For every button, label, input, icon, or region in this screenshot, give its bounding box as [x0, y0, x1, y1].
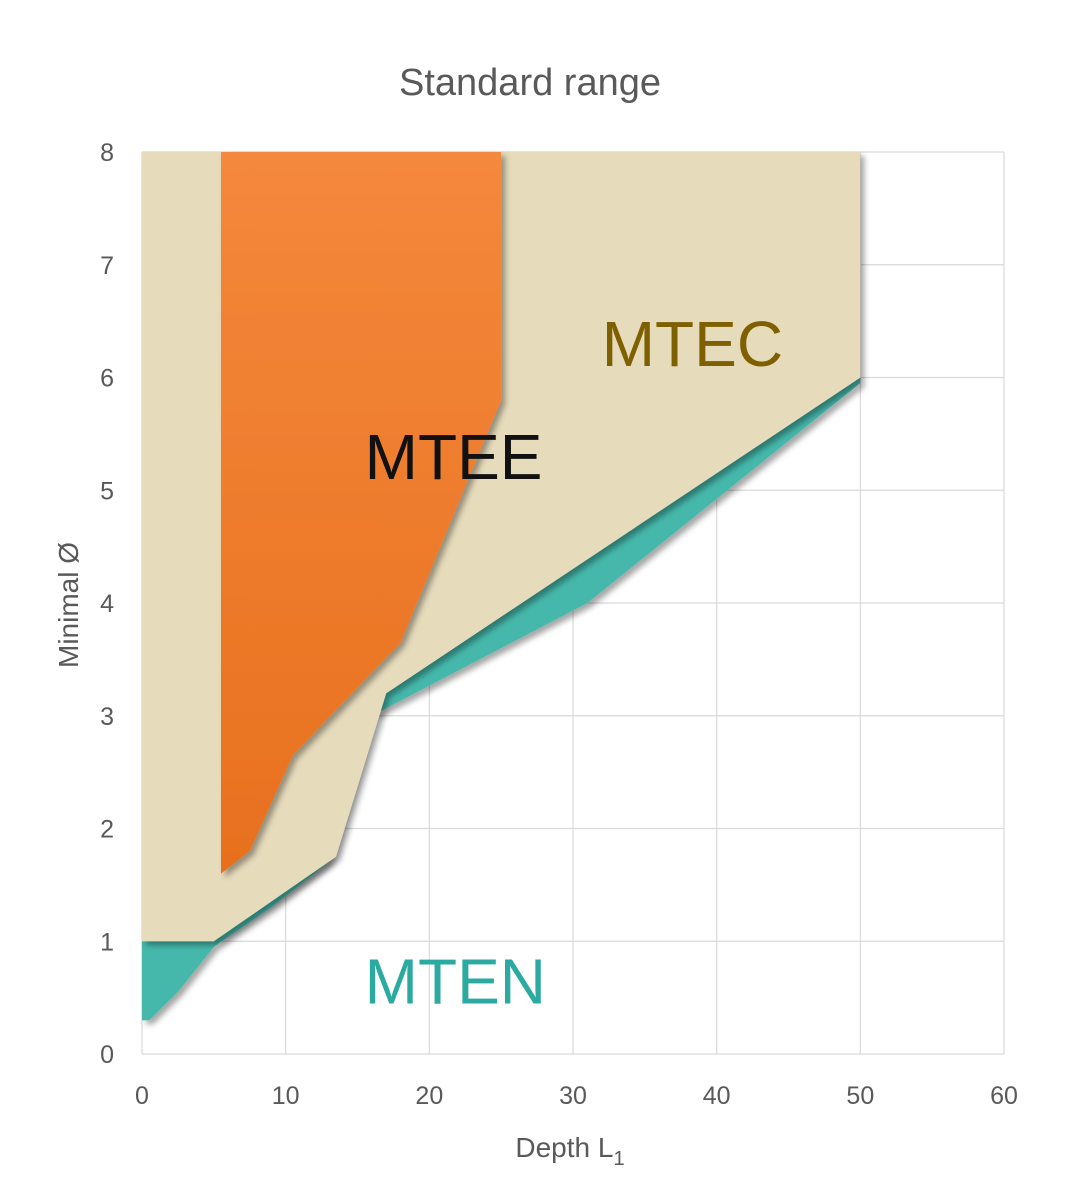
x-tick-label: 30	[559, 1082, 587, 1110]
y-tick-label: 0	[100, 1041, 114, 1069]
x-axis-label: Depth L1	[515, 1132, 624, 1170]
y-tick-label: 6	[100, 365, 114, 393]
x-tick-label: 20	[415, 1082, 443, 1110]
y-axis-label: Minimal Ø	[53, 542, 84, 668]
region-mtee	[221, 152, 502, 874]
y-tick-label: 4	[100, 590, 114, 618]
x-tick-label: 40	[703, 1082, 731, 1110]
y-tick-label: 1	[100, 928, 114, 956]
y-tick-label: 2	[100, 816, 114, 844]
y-tick-label: 5	[100, 477, 114, 505]
region-label-mten: MTEN	[365, 945, 546, 1017]
x-tick-label: 50	[846, 1082, 874, 1110]
x-axis-label-subscript: 1	[613, 1148, 624, 1170]
region-label-mtec: MTEC	[602, 308, 783, 380]
region-labels: MTEN MTEC MTEE	[365, 308, 783, 1017]
x-tick-label: 60	[990, 1082, 1018, 1110]
y-tick-label: 8	[100, 139, 114, 167]
tick-labels: 0 10 20 30 40 50 60 0 1 2 3 4 5 6 7 8	[100, 139, 1018, 1110]
y-tick-label: 3	[100, 703, 114, 731]
region-label-mtee: MTEE	[365, 421, 543, 493]
chart-title: Standard range	[399, 62, 661, 104]
x-axis-label-main: Depth L	[515, 1132, 613, 1163]
x-tick-label: 10	[272, 1082, 300, 1110]
x-tick-label: 0	[135, 1082, 149, 1110]
plot-area	[142, 152, 861, 1021]
y-tick-label: 7	[100, 252, 114, 280]
